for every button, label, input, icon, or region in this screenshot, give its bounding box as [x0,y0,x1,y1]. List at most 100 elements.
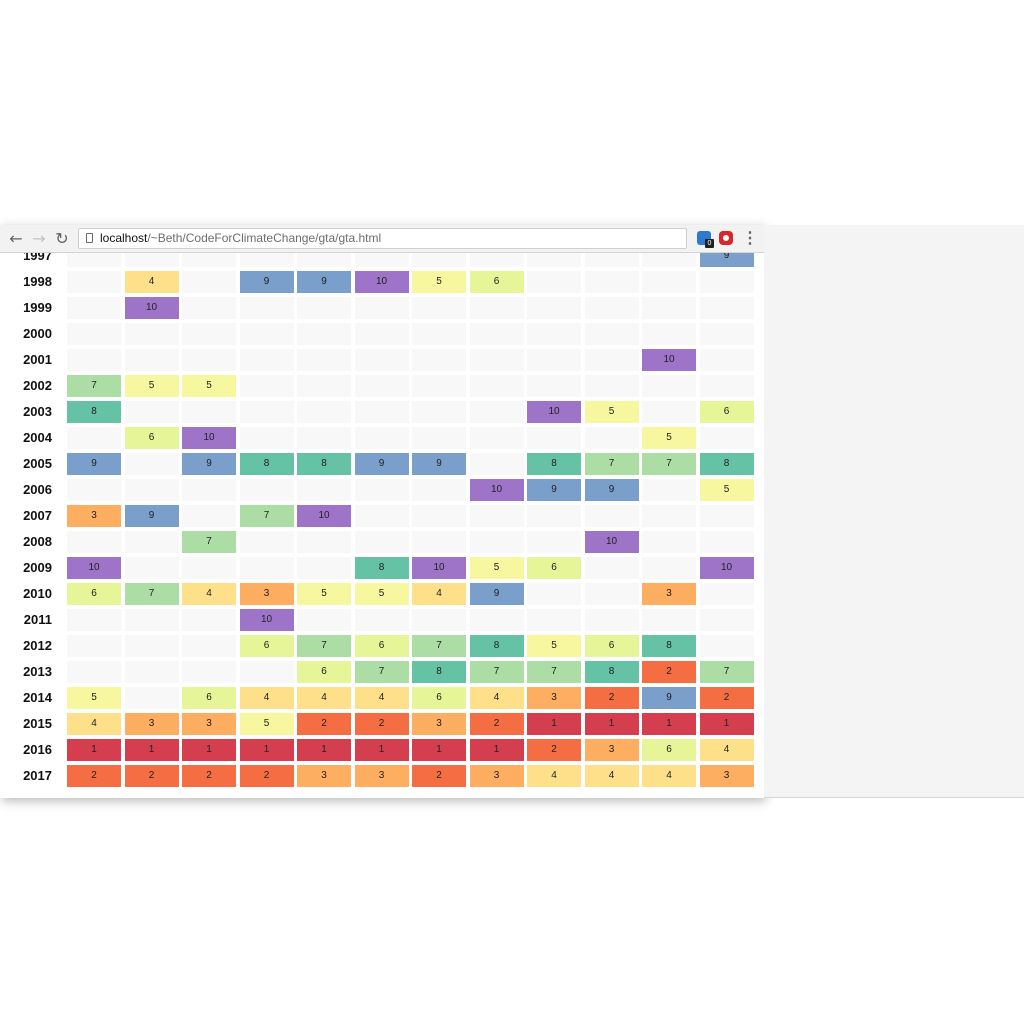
heatmap-cell-empty [584,427,639,449]
heatmap-cell-empty [124,401,179,423]
heatmap-cell: 7 [67,375,121,397]
heatmap-cell: 10 [182,427,236,449]
heatmap-cell-empty [297,323,351,345]
heatmap-cell: 6 [297,661,351,683]
heatmap-cell: 9 [297,271,351,293]
ghostery-extension-icon[interactable]: 0 [697,231,714,248]
year-label: 2010 [23,586,52,601]
heatmap-cell: 2 [239,765,294,787]
heatmap-cell-empty [412,253,466,267]
heatmap-cell-empty [67,635,121,657]
heatmap-cell: 8 [699,453,754,475]
heatmap-cell: 5 [699,479,754,501]
heatmap-cell-empty [527,609,581,631]
year-label: 2002 [23,378,52,393]
heatmap-cell-empty [239,479,294,501]
heatmap-cell-empty [182,323,236,345]
heatmap-cell-empty [124,661,179,683]
heatmap-cell: 6 [354,635,409,657]
heatmap-cell: 6 [642,739,696,761]
forward-arrow-icon[interactable]: → [32,229,46,248]
heatmap-cell: 3 [642,583,696,605]
heatmap-cell: 10 [527,401,581,423]
page-info-icon[interactable] [86,233,93,243]
desktop-background [764,225,1024,798]
heatmap-cell: 6 [412,687,466,709]
heatmap-cell-empty [469,323,524,345]
heatmap-cell-empty [239,427,294,449]
url-path: /~Beth/CodeForClimateChange/gta/gta.html [147,231,382,245]
heatmap-cell-empty [469,349,524,371]
heatmap-cell-empty [699,323,754,345]
heatmap-cell-empty [642,479,696,501]
heatmap-cell: 6 [182,687,236,709]
heatmap-row: 2017 2 2 2 2 3 3 2 3 4 4 4 3 [0,763,764,789]
heatmap-cell: 3 [239,583,294,605]
heatmap-cell-empty [584,253,639,267]
heatmap-cell: 1 [182,739,236,761]
heatmap-cell: 9 [354,453,409,475]
heatmap-cell: 4 [239,687,294,709]
heatmap-cell: 8 [412,661,466,683]
heatmap-cell: 3 [699,765,754,787]
heatmap-cell-empty [469,453,524,475]
heatmap-cell-empty [354,297,409,319]
heatmap-cell-empty [67,661,121,683]
heatmap-cell: 1 [584,713,639,735]
heatmap-row: 1997 9 [0,253,764,269]
heatmap-cell: 10 [124,297,179,319]
heatmap-cell-empty [124,453,179,475]
heatmap-cell-empty [67,297,121,319]
url-text[interactable]: localhost/~Beth/CodeForClimateChange/gta… [100,229,381,248]
heatmap-cell: 8 [642,635,696,657]
heatmap-cell-empty [67,609,121,631]
heatmap-cell-empty [297,253,351,267]
heatmap-cell-empty [182,297,236,319]
heatmap-cell: 7 [469,661,524,683]
heatmap-cell: 6 [124,427,179,449]
year-label: 2008 [23,534,52,549]
heatmap-cell-empty [584,297,639,319]
year-label: 2011 [23,612,52,627]
heatmap-cell-empty [642,505,696,527]
heatmap-cell-empty [297,531,351,553]
heatmap-cell-empty [642,253,696,267]
heatmap-cell-empty [67,323,121,345]
heatmap-cell: 4 [67,713,121,735]
reload-icon[interactable]: ↻ [55,229,69,248]
heatmap-cell: 2 [584,687,639,709]
heatmap-cell: 4 [297,687,351,709]
heatmap-cell-empty [182,271,236,293]
heatmap-cell: 4 [642,765,696,787]
heatmap-cell: 2 [297,713,351,735]
kebab-menu-icon[interactable]: ⋮ [742,230,758,247]
heatmap-cell: 9 [67,453,121,475]
extension-badge: 0 [705,239,714,248]
heatmap-cell: 7 [239,505,294,527]
heatmap-cell-empty [584,323,639,345]
heatmap-cell-empty [124,479,179,501]
heatmap-cell-empty [527,531,581,553]
heatmap-cell-empty [699,583,754,605]
heatmap-cell: 4 [527,765,581,787]
heatmap-cell-empty [412,609,466,631]
heatmap-cell: 5 [642,427,696,449]
heatmap-cell-empty [699,297,754,319]
heatmap-cell-empty [527,505,581,527]
address-bar[interactable]: localhost/~Beth/CodeForClimateChange/gta… [78,228,687,249]
heatmap-cell: 9 [584,479,639,501]
heatmap-cell-empty [182,479,236,501]
record-extension-icon[interactable] [719,231,733,245]
heatmap-cell: 8 [527,453,581,475]
heatmap-cell-empty [297,557,351,579]
year-label: 2009 [23,560,52,575]
year-label: 2004 [23,430,52,445]
heatmap-cell: 6 [527,557,581,579]
heatmap-cell: 2 [699,687,754,709]
heatmap-row: 2010 6 7 4 3 5 5 4 9 3 [0,581,764,607]
back-arrow-icon[interactable]: ← [9,229,23,248]
heatmap-cell-empty [239,557,294,579]
heatmap-cell-empty [527,271,581,293]
heatmap-cell: 1 [124,739,179,761]
heatmap-cell-empty [699,505,754,527]
